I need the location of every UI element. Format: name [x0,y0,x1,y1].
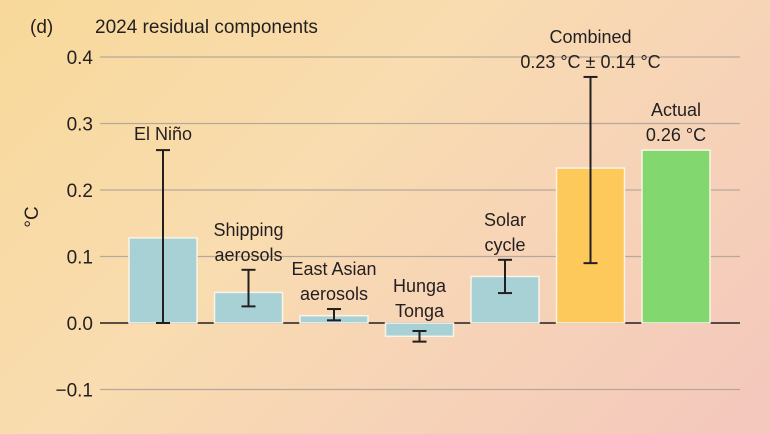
category-label: Combined [549,27,631,47]
y-tick-label: 0.1 [67,248,93,269]
category-label: aerosols [214,245,282,265]
y-tick-label: 0.0 [67,314,93,335]
category-label: Solar [484,210,526,230]
bar [641,149,711,324]
category-label: cycle [484,235,525,255]
category-label: El Niño [134,124,192,144]
category-label: aerosols [300,284,368,304]
y-tick-label: 0.4 [67,48,94,69]
y-axis-label: °C [22,206,43,227]
y-tick-label: 0.2 [67,181,93,202]
category-label: Hunga [393,276,447,296]
chart-title: 2024 residual components [95,17,318,38]
category-label: 0.23 °C ± 0.14 °C [520,52,660,72]
category-label: Tonga [395,301,445,321]
panel-label: (d) [30,17,53,38]
y-tick-label: −0.1 [55,381,93,402]
category-label: 0.26 °C [646,125,706,145]
category-label: Shipping [213,220,283,240]
y-tick-label: 0.3 [67,115,93,136]
category-label: East Asian [291,259,376,279]
category-label: Actual [651,100,701,120]
